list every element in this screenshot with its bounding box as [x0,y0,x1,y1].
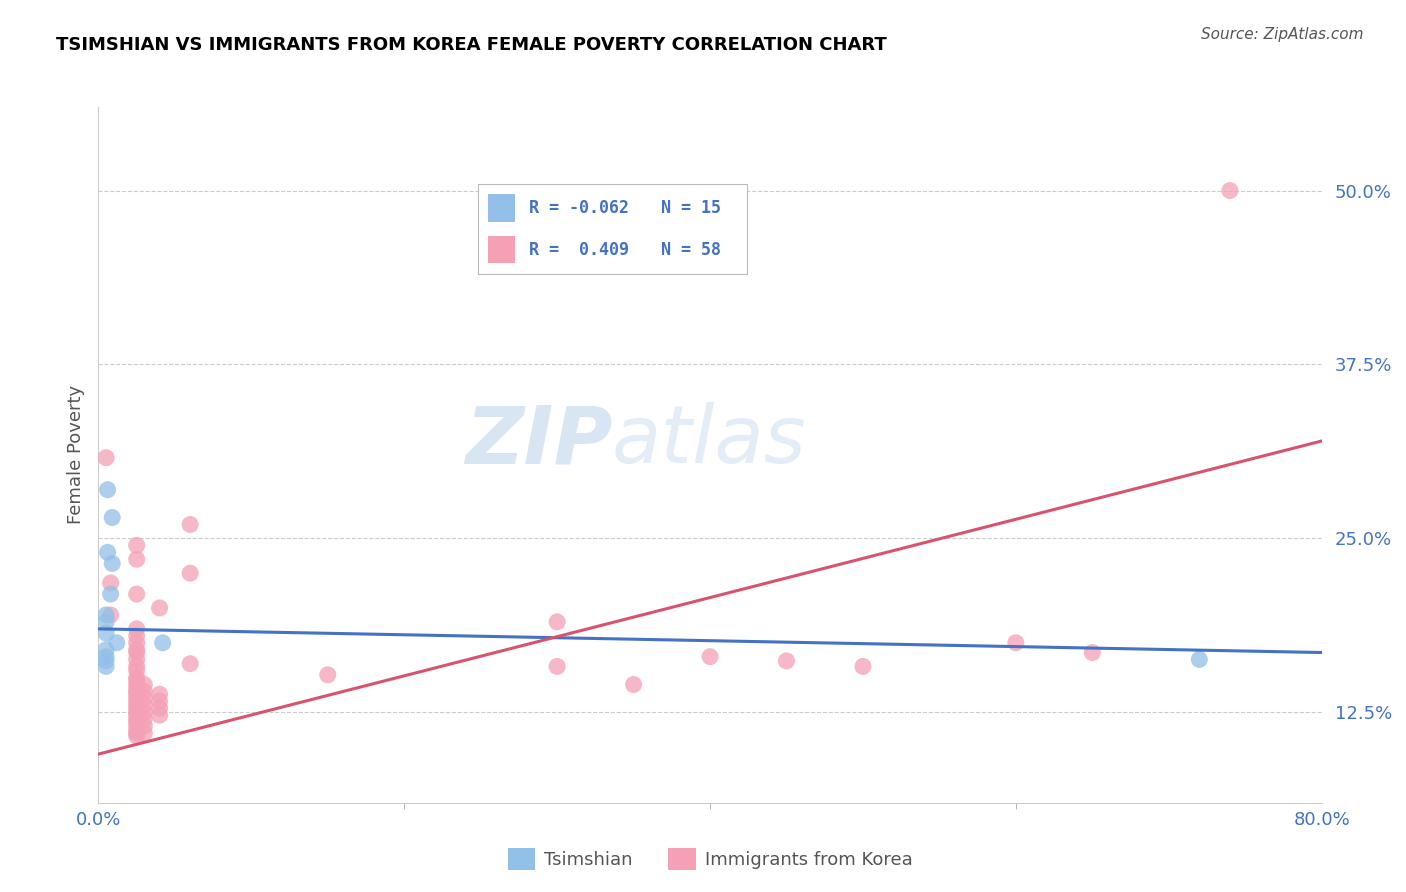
Text: atlas: atlas [612,402,807,480]
Point [149,701,172,715]
Point [125,698,148,713]
Point [134,719,156,733]
Point [125,652,148,666]
Point [149,708,172,723]
Point [101,557,124,571]
Point [125,719,148,733]
Point [149,687,172,701]
Point [125,622,148,636]
Point [94,615,117,629]
Point [105,636,128,650]
Point [152,636,174,650]
Point [125,552,148,566]
Text: N = 15: N = 15 [661,199,721,217]
Point [125,587,148,601]
Point [94,450,117,465]
Point [125,691,148,706]
Point [125,629,148,643]
Point [125,681,148,696]
Point [1219,184,1241,198]
Point [546,659,568,673]
Point [97,483,120,497]
Point [125,694,148,708]
Point [125,673,148,688]
Legend: Tsimshian, Immigrants from Korea: Tsimshian, Immigrants from Korea [501,841,920,877]
Point [179,657,201,671]
Point [125,706,148,720]
Point [1081,646,1104,660]
Point [179,566,201,581]
Point [125,715,148,730]
Point [94,642,117,657]
Bar [488,194,515,221]
Point [100,576,122,591]
Point [125,671,148,685]
Point [97,545,120,559]
Point [623,677,645,691]
Point [134,677,156,691]
Text: TSIMSHIAN VS IMMIGRANTS FROM KOREA FEMALE POVERTY CORRELATION CHART: TSIMSHIAN VS IMMIGRANTS FROM KOREA FEMAL… [56,36,887,54]
Point [94,654,117,668]
Point [149,694,172,708]
Point [125,636,148,650]
Point [94,626,117,640]
Point [125,726,148,740]
Point [134,726,156,740]
Point [134,698,156,713]
Point [125,687,148,701]
Point [100,587,122,601]
Point [125,723,148,738]
Point [125,659,148,673]
Point [1188,652,1211,666]
Point [134,691,156,706]
Point [101,510,124,524]
Point [125,708,148,723]
Bar [488,236,515,263]
Point [316,667,339,681]
Point [125,684,148,698]
Point [546,615,568,629]
Point [94,649,117,664]
Point [125,729,148,743]
Point [149,601,172,615]
Text: Source: ZipAtlas.com: Source: ZipAtlas.com [1201,27,1364,42]
Point [134,684,156,698]
Text: N = 58: N = 58 [661,241,721,259]
Point [134,712,156,726]
Point [699,649,721,664]
Y-axis label: Female Poverty: Female Poverty [66,385,84,524]
Point [134,706,156,720]
Point [775,654,797,668]
Point [100,607,122,622]
Point [94,607,117,622]
Point [1004,636,1026,650]
Point [125,646,148,660]
Point [125,538,148,552]
Point [125,712,148,726]
Text: R = -0.062: R = -0.062 [529,199,628,217]
Point [125,677,148,691]
Point [94,659,117,673]
Point [125,642,148,657]
Point [125,701,148,715]
Text: R =  0.409: R = 0.409 [529,241,628,259]
Text: ZIP: ZIP [465,402,612,480]
Point [852,659,875,673]
Point [125,664,148,678]
Point [179,517,201,532]
